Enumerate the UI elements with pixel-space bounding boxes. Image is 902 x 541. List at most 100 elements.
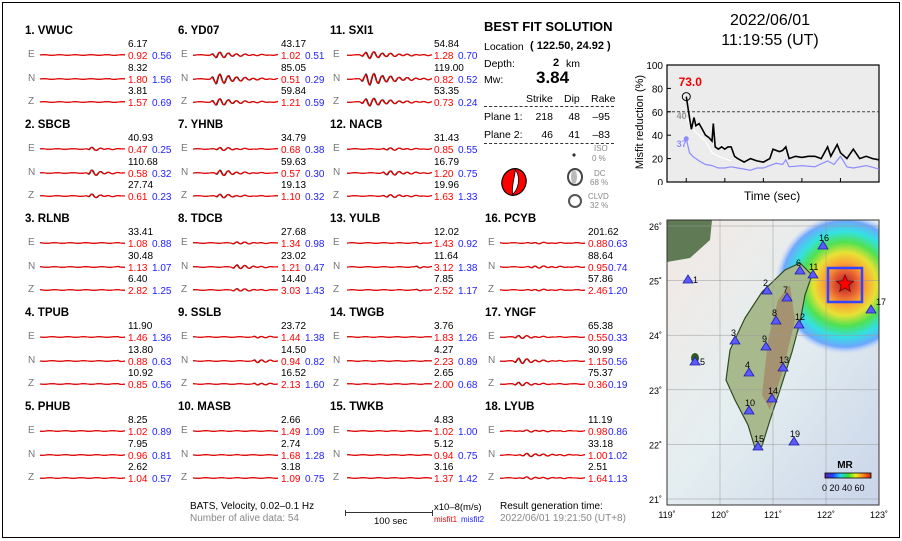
peak-amplitude: 65.38 <box>588 321 614 332</box>
waveform-trace <box>39 101 126 103</box>
station-label: 4 <box>745 360 750 370</box>
peak-amplitude: 110.68 <box>128 156 158 168</box>
station-triangle-icon[interactable] <box>743 367 755 377</box>
misfit1-value: 0.61 <box>128 192 148 203</box>
station-triangle-icon[interactable] <box>777 362 789 372</box>
station-title: 15. TWKB <box>330 401 384 413</box>
misfit1-value: 1.02 <box>434 427 454 438</box>
station-triangle-icon[interactable] <box>761 285 773 295</box>
synthetic-waveform <box>192 51 279 59</box>
waveform-trace <box>39 477 126 479</box>
waveform-trace <box>39 54 126 56</box>
station-triangle-icon[interactable] <box>865 304 877 314</box>
waveform-trace <box>346 169 433 176</box>
y-tick-label: 80 <box>652 84 664 95</box>
component-label: E <box>28 331 35 342</box>
misfit1-value: 1.83 <box>434 333 454 344</box>
station-triangle-icon[interactable] <box>729 335 741 345</box>
plane2-rake: –83 <box>592 129 610 141</box>
peak-amplitude: 59.84 <box>281 86 307 97</box>
station-number: 1. <box>25 25 35 37</box>
component-label: Z <box>333 284 340 295</box>
component-label: N <box>181 72 189 84</box>
plane2-label: Plane 2: <box>484 129 523 141</box>
station-triangle-icon[interactable] <box>793 319 805 329</box>
longitude-label: 123˚ <box>870 510 888 520</box>
longitude-label: 121˚ <box>764 510 782 520</box>
station-title: 8. TDCB <box>178 213 223 225</box>
component-label: Z <box>28 378 35 389</box>
station-triangle-icon[interactable] <box>689 356 701 366</box>
station-number: 2. <box>25 119 35 131</box>
synthetic-waveform <box>346 169 433 175</box>
peak-amplitude: 11.90 <box>128 321 153 332</box>
misfit1-value: 0.36 <box>588 380 608 391</box>
plane1-rake: –95 <box>592 111 610 123</box>
synthetic-waveform <box>346 194 433 198</box>
synthetic-waveform <box>39 169 126 176</box>
station-triangle-icon[interactable] <box>807 269 819 279</box>
misfit2-legend: misfit2 <box>461 515 485 524</box>
misfit2-value: 1.07 <box>152 262 172 274</box>
component-label: E <box>181 331 188 342</box>
waveform-trace <box>346 430 433 432</box>
waveform-trace <box>499 429 586 433</box>
synthetic-waveform <box>192 264 279 269</box>
waveform-trace <box>39 241 126 244</box>
station-label: 5 <box>700 357 705 367</box>
station-triangle-icon[interactable] <box>817 240 829 250</box>
misfit2-value: 0.98 <box>305 239 325 250</box>
station-name: YHNB <box>190 119 224 131</box>
peak-amplitude: 59.63 <box>281 156 307 168</box>
misfit1-value: 1.34 <box>281 239 301 250</box>
misfit1-value: 2.23 <box>434 356 454 368</box>
iso-value: 0 % <box>592 154 606 163</box>
station-triangle-icon[interactable] <box>781 292 793 302</box>
component-label: Z <box>488 472 495 483</box>
peak-amplitude: 23.72 <box>281 321 307 332</box>
component-label: Z <box>333 190 340 201</box>
peak-amplitude: 4.27 <box>434 344 454 356</box>
station-triangle-icon[interactable] <box>682 274 694 284</box>
station-label: 12 <box>795 312 805 322</box>
waveform-trace <box>499 334 586 340</box>
station-triangle-icon[interactable] <box>766 393 778 403</box>
misfit1-value: 3.12 <box>434 262 454 274</box>
peak-amplitude: 27.68 <box>281 227 307 238</box>
synthetic-waveform <box>39 193 126 199</box>
component-label: Z <box>28 284 35 295</box>
misfit1-value: 0.85 <box>128 380 148 391</box>
misfit2-value: 0.23 <box>152 192 172 203</box>
station-triangle-icon[interactable] <box>743 405 755 415</box>
misfit2-value: 0.88 <box>152 239 172 250</box>
synthetic-waveform <box>346 359 433 362</box>
misfit2-value: 0.19 <box>608 380 628 391</box>
station-label: 7 <box>783 285 788 295</box>
misfit2-value: 0.25 <box>152 145 172 156</box>
y-tick-label: 100 <box>646 61 663 72</box>
misfit1-value: 0.98 <box>588 427 608 438</box>
misfit2-value: 0.52 <box>458 74 478 86</box>
misfit1-value: 1.20 <box>434 168 454 180</box>
peak-amplitude: 16.52 <box>281 368 307 379</box>
misfit1-value: 3.03 <box>281 286 301 297</box>
station-triangle-icon[interactable] <box>788 436 800 446</box>
header-strike: Strike <box>526 93 553 105</box>
misfit2-value: 1.02 <box>608 450 628 462</box>
component-label: N <box>488 260 496 272</box>
station-triangle-icon[interactable] <box>770 315 782 325</box>
peak-amplitude: 88.64 <box>588 250 614 262</box>
divider <box>484 143 614 144</box>
station-number: 3. <box>25 213 35 225</box>
event-time: 11:19:55 (UT) <box>721 32 819 49</box>
station-triangle-icon[interactable] <box>794 265 806 275</box>
station-triangle-icon[interactable] <box>760 341 772 351</box>
misfit2-value: 0.82 <box>305 356 325 368</box>
component-label: Z <box>181 190 188 201</box>
station-name: PHUB <box>37 401 71 413</box>
misfit1-value: 1.44 <box>281 333 301 344</box>
station-name: TDCB <box>190 213 223 225</box>
peak-amplitude: 11.64 <box>434 250 459 262</box>
station-triangle-icon[interactable] <box>752 441 764 451</box>
solution-title: BEST FIT SOLUTION <box>484 19 613 34</box>
